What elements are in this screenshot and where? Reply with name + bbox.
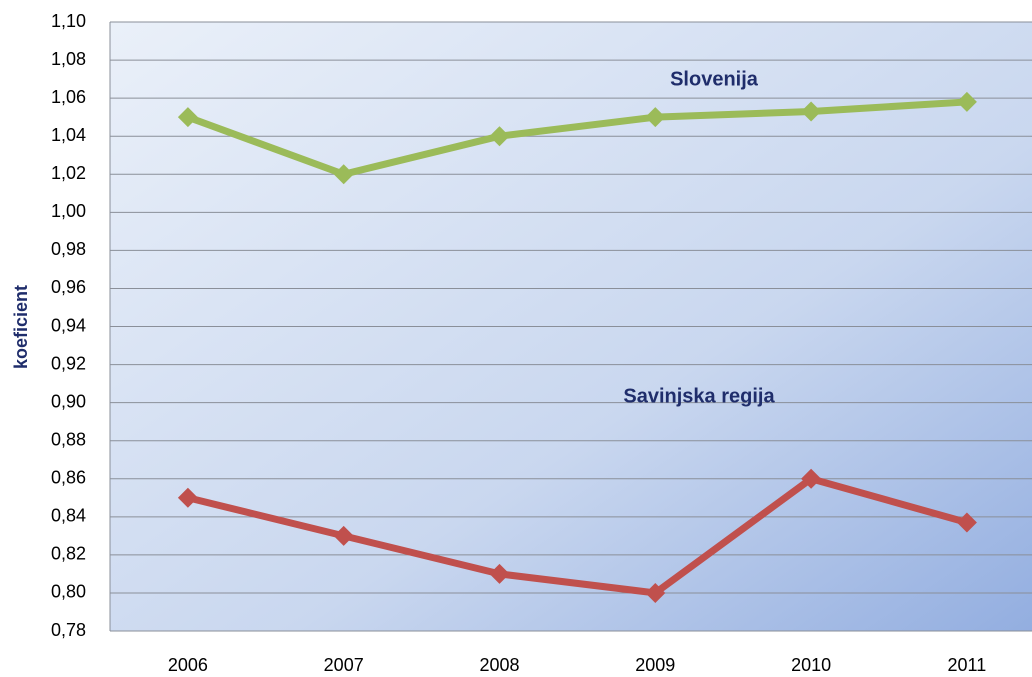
y-tick-label: 0,96 [51, 277, 86, 297]
marker [801, 101, 822, 122]
x-tick-label: 2009 [635, 655, 675, 675]
y-tick-label: 0,98 [51, 239, 86, 259]
series-line [186, 98, 968, 178]
marker [956, 91, 977, 112]
x-tick-label: 2007 [324, 655, 364, 675]
y-tick-label: 0,82 [51, 544, 86, 564]
x-tick-label: 2011 [948, 655, 987, 675]
y-tick-label: 1,06 [51, 87, 86, 107]
series-annotation: Slovenija [670, 68, 759, 90]
y-tick-label: 0,88 [51, 429, 86, 449]
series-line [187, 475, 968, 597]
series-annotation: Savinjska regija [623, 385, 775, 407]
marker [333, 164, 354, 185]
y-tick-label: 0,94 [51, 315, 86, 335]
x-tick-label: 2008 [479, 655, 519, 675]
marker [177, 107, 198, 128]
y-axis-label: koeficient [11, 285, 31, 369]
y-tick-label: 1,02 [51, 163, 86, 183]
marker [489, 563, 510, 584]
y-tick-label: 0,90 [51, 391, 86, 411]
y-tick-label: 1,04 [51, 125, 86, 145]
y-tick-label: 0,92 [51, 353, 86, 373]
x-tick-label: 2010 [791, 655, 831, 675]
marker [956, 512, 977, 533]
x-tick-label: 2006 [168, 655, 208, 675]
y-tick-label: 0,86 [51, 468, 86, 488]
y-tick-label: 0,84 [51, 506, 86, 526]
y-tick-label: 1,00 [51, 201, 86, 221]
marker [489, 126, 510, 147]
y-tick-label: 1,08 [51, 49, 86, 69]
y-tick-label: 0,80 [51, 582, 86, 602]
marker [177, 487, 198, 508]
y-tick-label: 0,78 [51, 620, 86, 640]
marker [645, 107, 666, 128]
marker [333, 525, 354, 546]
marker [645, 582, 666, 603]
y-tick-label: 1,10 [51, 11, 86, 31]
marker [801, 468, 822, 489]
